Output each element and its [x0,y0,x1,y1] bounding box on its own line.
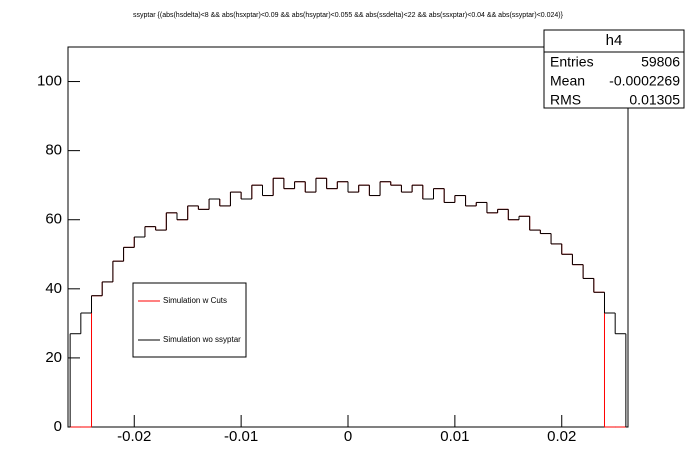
stats-key: Entries [550,54,594,70]
y-tick-label: 80 [45,142,62,159]
y-tick-label: 100 [37,73,62,90]
x-tick-label: -0.02 [117,428,151,445]
stats-value: -0.0002269 [609,73,680,89]
stats-value: 59806 [641,54,680,70]
y-tick-label: 0 [54,418,62,435]
stats-box: h4 Entries 59806 Mean -0.0002269 RMS 0.01305 [543,29,685,109]
x-tick-label: 0 [344,428,352,445]
y-tick-label: 20 [45,349,62,366]
x-tick-label: 0.02 [547,428,576,445]
legend-label: Simulation w Cuts [163,296,227,305]
stats-frame [543,29,685,109]
y-tick-label: 40 [45,280,62,297]
y-tick-label: 60 [45,211,62,228]
stats-title: h4 [606,32,623,49]
stats-value: 0.01305 [629,92,680,108]
legend: Simulation w Cuts Simulation wo ssyptar [132,282,247,358]
x-tick-label: 0.01 [440,428,469,445]
chart-title: ssyptar {(abs(hsdelta)<8 && abs(hsxptar)… [133,12,564,19]
legend-label: Simulation wo ssyptar [163,335,241,344]
legend-frame [132,282,247,358]
histogram-series [69,177,627,427]
x-tick-label: -0.01 [224,428,258,445]
stats-key: RMS [550,92,581,108]
stats-key: Mean [550,73,585,89]
